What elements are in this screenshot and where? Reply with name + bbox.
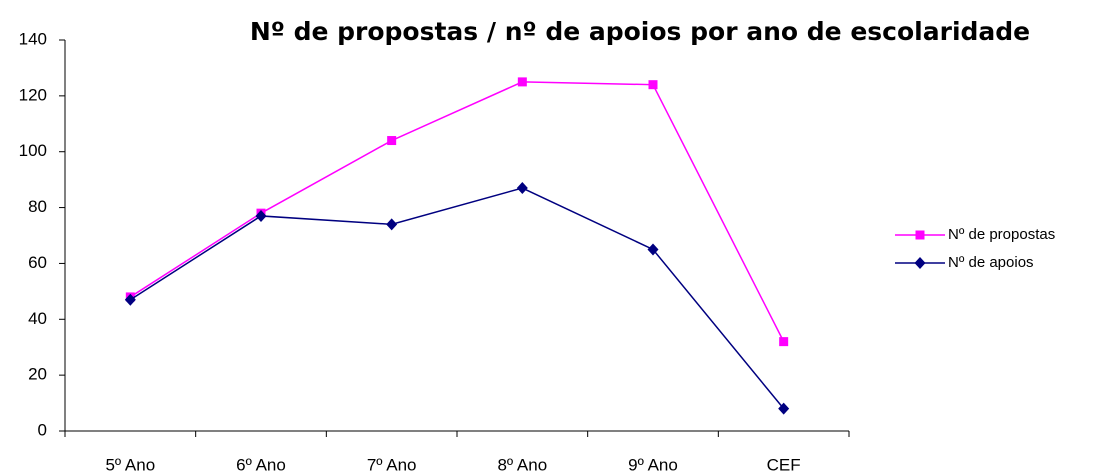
legend-label: Nº de apoios [948, 254, 1034, 271]
y-tick-label: 120 [19, 85, 47, 104]
y-tick-label: 100 [19, 141, 47, 160]
x-tick-label: 9º Ano [628, 455, 678, 474]
series-line [129, 81, 785, 342]
y-tick-label: 40 [28, 309, 47, 328]
point [647, 243, 659, 256]
y-tick-label: 80 [28, 197, 47, 216]
point [387, 136, 397, 146]
chart-title: Nº de propostas / nº de apoios por ano d… [250, 17, 1030, 46]
point [124, 293, 136, 306]
point [255, 209, 267, 222]
point [648, 80, 658, 90]
x-tick-label: 6º Ano [236, 455, 286, 474]
x-tick-label: 7º Ano [367, 455, 417, 474]
legend-marker [914, 257, 926, 269]
legend-label: Nº de propostas [948, 226, 1055, 243]
y-tick-label: 20 [28, 365, 47, 384]
point [386, 218, 398, 231]
y-tick-label: 140 [19, 29, 47, 48]
y-tick-label: 0 [38, 420, 47, 439]
legend-marker [915, 230, 925, 240]
x-tick-label: CEF [767, 455, 801, 474]
y-tick-label: 60 [28, 253, 47, 272]
x-tick-label: 5º Ano [105, 455, 155, 474]
point [517, 77, 527, 87]
series-line [129, 187, 785, 410]
x-tick-label: 8º Ano [497, 455, 547, 474]
point [778, 402, 790, 415]
point [516, 182, 528, 195]
point [779, 337, 789, 347]
